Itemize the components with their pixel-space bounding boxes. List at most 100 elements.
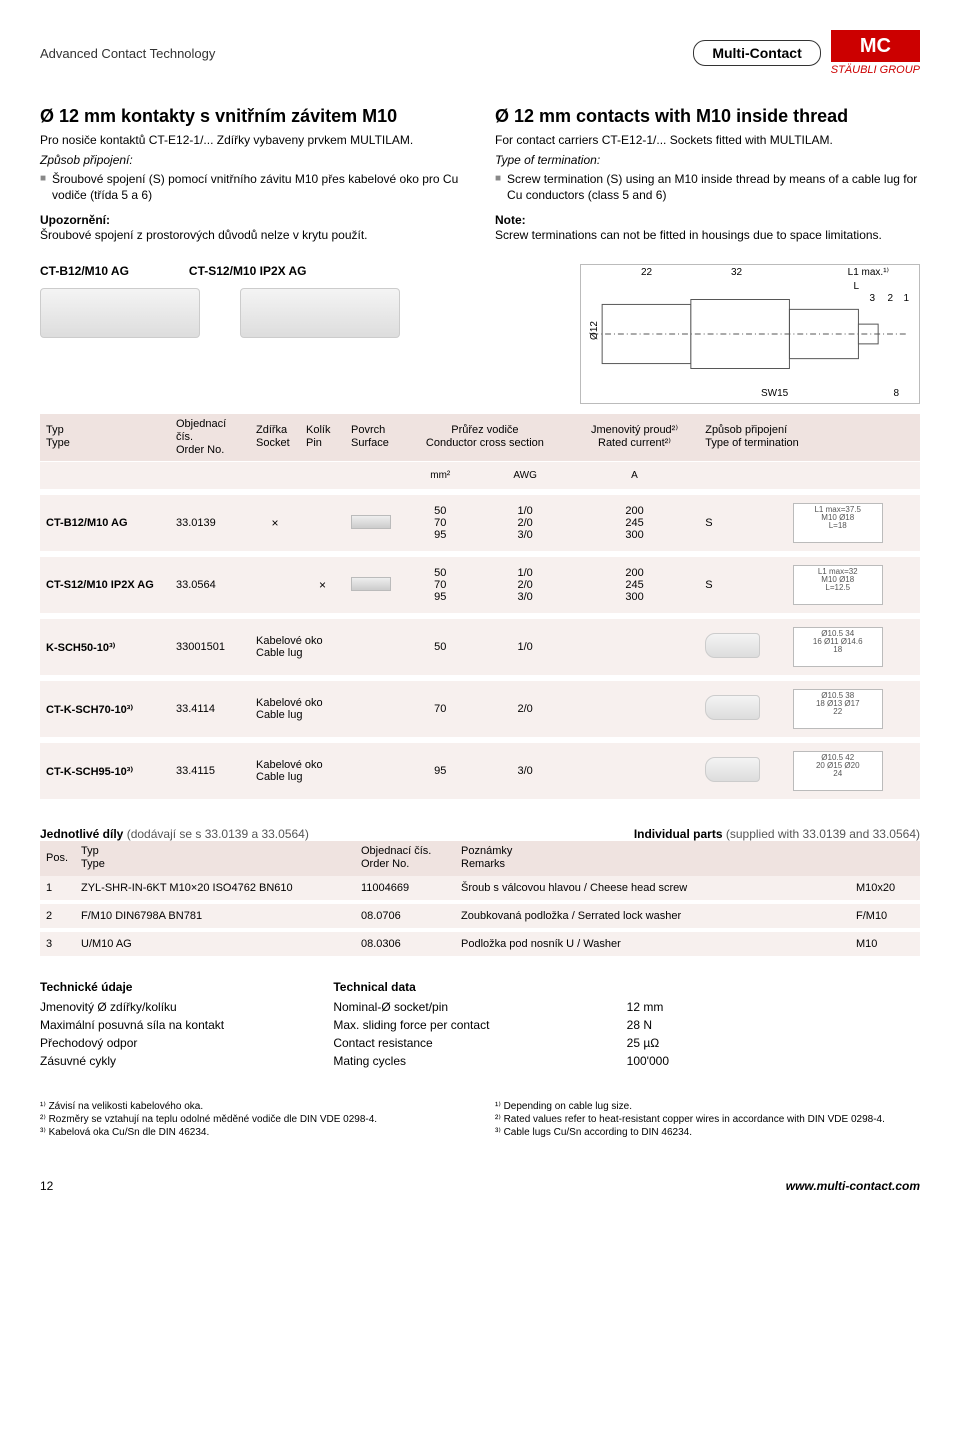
tech-head-cz: Technické údaje xyxy=(40,980,333,994)
r1-mm2: 50 70 95 xyxy=(400,492,480,554)
r1-term: S xyxy=(699,492,787,554)
fn-r1: ¹⁾ Depending on cable lug size. xyxy=(495,1100,920,1113)
r1-order: 33.0139 xyxy=(170,492,250,554)
th-curr-cz: Jmenovitý proud²⁾ xyxy=(591,424,678,436)
r4-lug-image xyxy=(705,695,760,720)
parts-row: 3 U/M10 AG 08.0306 Podložka pod nosník U… xyxy=(40,930,920,958)
r3-desc: Kabelové oko Cable lug xyxy=(250,616,400,678)
tech-r3-cz: Přechodový odpor xyxy=(40,1034,333,1052)
dim-l: L xyxy=(853,281,859,292)
table-row: K-SCH50-10³⁾ 33001501 Kabelové oko Cable… xyxy=(40,616,920,678)
tech-r3-val: 25 µΩ xyxy=(627,1034,920,1052)
r5-order: 33.4115 xyxy=(170,740,250,802)
p1-rem: Šroub s válcovou hlavou / Cheese head sc… xyxy=(455,876,850,902)
r3-order: 33001501 xyxy=(170,616,250,678)
sub-cz: Pro nosiče kontaktů CT-E12-1/... Zdířky … xyxy=(40,133,465,147)
tech-r2-en: Max. sliding force per contact xyxy=(333,1016,626,1034)
th-curr-en: Rated current²⁾ xyxy=(598,437,671,449)
table-row: CT-B12/M10 AG 33.0139 × 50 70 95 1/0 2/0… xyxy=(40,492,920,554)
p2-spec: F/M10 xyxy=(850,902,920,930)
page-footer: 12 www.multi-contact.com xyxy=(40,1179,920,1193)
dim-8: 8 xyxy=(893,388,899,399)
th-term-en: Type of termination xyxy=(705,437,799,449)
r1-name: CT-B12/M10 AG xyxy=(40,492,170,554)
parts-head-cz-sub: (dodávají se s 33.0139 a 33.0564) xyxy=(127,827,309,841)
term-head-en: Type of termination: xyxy=(495,153,920,167)
tech-head-en: Technical data xyxy=(333,980,626,994)
r3-name: K-SCH50-10³⁾ xyxy=(40,616,170,678)
tech-r2-val: 28 N xyxy=(627,1016,920,1034)
th-pos: Pos. xyxy=(40,841,75,875)
term-head-cz: Způsob připojení: xyxy=(40,153,465,167)
product-diagram-row: CT-B12/M10 AG CT-S12/M10 IP2X AG 22 32 L… xyxy=(40,264,920,404)
note-head-cz: Upozornění: xyxy=(40,213,465,227)
sub-en: For contact carriers CT-E12-1/... Socket… xyxy=(495,133,920,147)
table-row: CT-K-SCH95-10³⁾ 33.4115 Kabelové oko Cab… xyxy=(40,740,920,802)
th-pin-en: Pin xyxy=(306,437,322,449)
p3-pos: 3 xyxy=(40,930,75,958)
logo-block: MC STÄUBLI GROUP xyxy=(831,30,920,76)
r4-mm2: 70 xyxy=(400,678,480,740)
tech-data-grid: Technické údaje Jmenovitý Ø zdířky/kolík… xyxy=(40,980,920,1070)
p3-spec: M10 xyxy=(850,930,920,958)
r5-desc: Kabelové oko Cable lug xyxy=(250,740,400,802)
r2-order: 33.0564 xyxy=(170,554,250,616)
note-head-en: Note: xyxy=(495,213,920,227)
tech-r1-val: 12 mm xyxy=(627,998,920,1016)
r1-surface-icon xyxy=(351,515,391,529)
note-text-en: Screw terminations can not be fitted in … xyxy=(495,227,920,243)
page-number: 12 xyxy=(40,1179,53,1193)
dim-1: 1 xyxy=(903,293,909,304)
intro-right-col: Ø 12 mm contacts with M10 inside thread … xyxy=(495,106,920,244)
p1-order: 11004669 xyxy=(355,876,455,902)
th-order-cz: Objednací čís. xyxy=(176,418,226,443)
p1-type: ZYL-SHR-IN-6KT M10×20 ISO4762 BN610 xyxy=(75,876,355,902)
footer-url: www.multi-contact.com xyxy=(786,1179,920,1193)
r3-mm2: 50 xyxy=(400,616,480,678)
p1-spec: M10x20 xyxy=(850,876,920,902)
product-2-image xyxy=(240,288,400,338)
fn-l1: ¹⁾ Závisí na velikosti kabelového oka. xyxy=(40,1100,465,1113)
dim-3: 3 xyxy=(869,293,875,304)
r5-lug-image xyxy=(705,757,760,782)
th-porder-cz: Objednací čís. xyxy=(361,845,431,857)
r4-order: 33.4114 xyxy=(170,678,250,740)
page-header: Advanced Contact Technology Multi-Contac… xyxy=(40,30,920,76)
p1-pos: 1 xyxy=(40,876,75,902)
tech-r4-val: 100'000 xyxy=(627,1052,920,1070)
parts-row: 2 F/M10 DIN6798A BN781 08.0706 Zoubkovan… xyxy=(40,902,920,930)
p2-rem: Zoubkovaná podložka / Serrated lock wash… xyxy=(455,902,850,930)
product-1-label: CT-B12/M10 AG xyxy=(40,264,129,278)
p2-type: F/M10 DIN6798A BN781 xyxy=(75,902,355,930)
th-socket-cz: Zdířka xyxy=(256,424,287,436)
staubli-group-text: STÄUBLI GROUP xyxy=(831,64,920,76)
parts-head-cz: Jednotlivé díly xyxy=(40,827,123,841)
unit-mm2: mm² xyxy=(400,462,480,493)
th-porder-en: Order No. xyxy=(361,858,409,870)
th-surface-en: Surface xyxy=(351,437,389,449)
r4-awg: 2/0 xyxy=(480,678,569,740)
intro-left-col: Ø 12 mm kontakty s vnitřním závitem M10 … xyxy=(40,106,465,244)
parts-table: Pos. TypType Objednací čís.Order No. Poz… xyxy=(40,841,920,959)
r5-awg: 3/0 xyxy=(480,740,569,802)
title-en: Ø 12 mm contacts with M10 inside thread xyxy=(495,106,920,127)
fn-l2: ²⁾ Rozměry se vztahují na teplu odolné m… xyxy=(40,1113,465,1126)
th-prem-en: Remarks xyxy=(461,858,505,870)
r4-desc: Kabelové oko Cable lug xyxy=(250,678,400,740)
table-row: CT-K-SCH70-10³⁾ 33.4114 Kabelové oko Cab… xyxy=(40,678,920,740)
p2-pos: 2 xyxy=(40,902,75,930)
product-2-label: CT-S12/M10 IP2X AG xyxy=(189,264,307,278)
dim-2: 2 xyxy=(887,293,893,304)
th-term-cz: Způsob připojení xyxy=(705,424,787,436)
th-type-cz: Typ xyxy=(46,424,64,436)
product-labels-block: CT-B12/M10 AG CT-S12/M10 IP2X AG xyxy=(40,264,560,354)
fn-r3: ³⁾ Cable lugs Cu/Sn according to DIN 462… xyxy=(495,1126,920,1139)
product-1-image xyxy=(40,288,200,338)
r2-mini-diagram: L1 max=32 M10 Ø18 L=12.5 xyxy=(793,565,883,605)
dim-sw15: SW15 xyxy=(761,388,788,399)
r2-amp: 200 245 300 xyxy=(570,554,699,616)
r2-surface-icon xyxy=(351,577,391,591)
th-ptype-cz: Typ xyxy=(81,845,99,857)
r1-socket: × xyxy=(250,492,300,554)
tech-r3-en: Contact resistance xyxy=(333,1034,626,1052)
